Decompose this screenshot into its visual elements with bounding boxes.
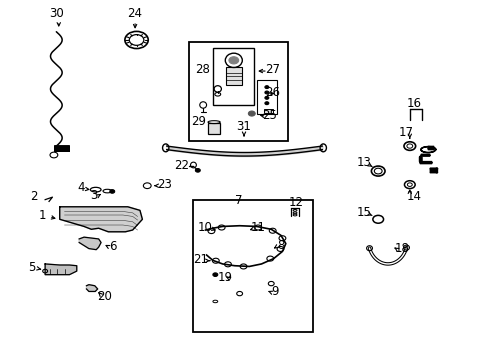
Text: 7: 7 — [234, 194, 242, 207]
Text: 30: 30 — [49, 8, 63, 21]
Circle shape — [264, 102, 268, 105]
Bar — [207, 123, 220, 134]
Text: 15: 15 — [355, 206, 370, 219]
Polygon shape — [60, 207, 142, 232]
Text: 22: 22 — [173, 159, 188, 172]
Text: 2: 2 — [30, 190, 38, 203]
Text: 29: 29 — [191, 114, 206, 127]
Bar — [193, 200, 312, 332]
Text: 28: 28 — [194, 63, 209, 76]
Text: 23: 23 — [157, 178, 171, 191]
Text: 26: 26 — [264, 86, 279, 99]
Circle shape — [264, 91, 268, 94]
Text: 11: 11 — [250, 221, 265, 234]
Bar — [256, 80, 277, 114]
Text: 19: 19 — [217, 271, 232, 284]
Text: 5: 5 — [28, 261, 36, 274]
Polygon shape — [86, 285, 98, 292]
Circle shape — [195, 168, 200, 172]
Polygon shape — [205, 226, 285, 266]
Text: 3: 3 — [90, 189, 97, 202]
Text: 9: 9 — [271, 285, 278, 298]
Text: 13: 13 — [355, 156, 370, 169]
Text: 1: 1 — [39, 209, 46, 222]
Text: 27: 27 — [264, 63, 279, 76]
Text: 14: 14 — [406, 190, 420, 203]
Text: 25: 25 — [262, 109, 277, 122]
Bar — [188, 42, 287, 141]
Bar — [264, 109, 272, 113]
Polygon shape — [45, 264, 77, 275]
Circle shape — [264, 96, 268, 99]
Text: 12: 12 — [288, 196, 304, 209]
Text: 18: 18 — [394, 242, 409, 255]
Circle shape — [264, 86, 268, 89]
Circle shape — [212, 273, 217, 276]
Text: 20: 20 — [97, 289, 112, 303]
Text: 31: 31 — [236, 120, 251, 133]
Polygon shape — [79, 237, 101, 249]
Circle shape — [248, 111, 255, 116]
Text: 17: 17 — [398, 126, 413, 139]
Text: 4: 4 — [77, 181, 84, 194]
Circle shape — [110, 190, 115, 193]
Text: 21: 21 — [193, 253, 208, 266]
Text: 16: 16 — [406, 97, 420, 110]
Text: 6: 6 — [109, 240, 117, 253]
Text: 24: 24 — [127, 8, 142, 21]
Text: 10: 10 — [198, 221, 213, 234]
Text: 8: 8 — [276, 239, 284, 252]
Bar — [225, 67, 241, 85]
Circle shape — [228, 57, 238, 64]
Bar — [212, 48, 254, 105]
